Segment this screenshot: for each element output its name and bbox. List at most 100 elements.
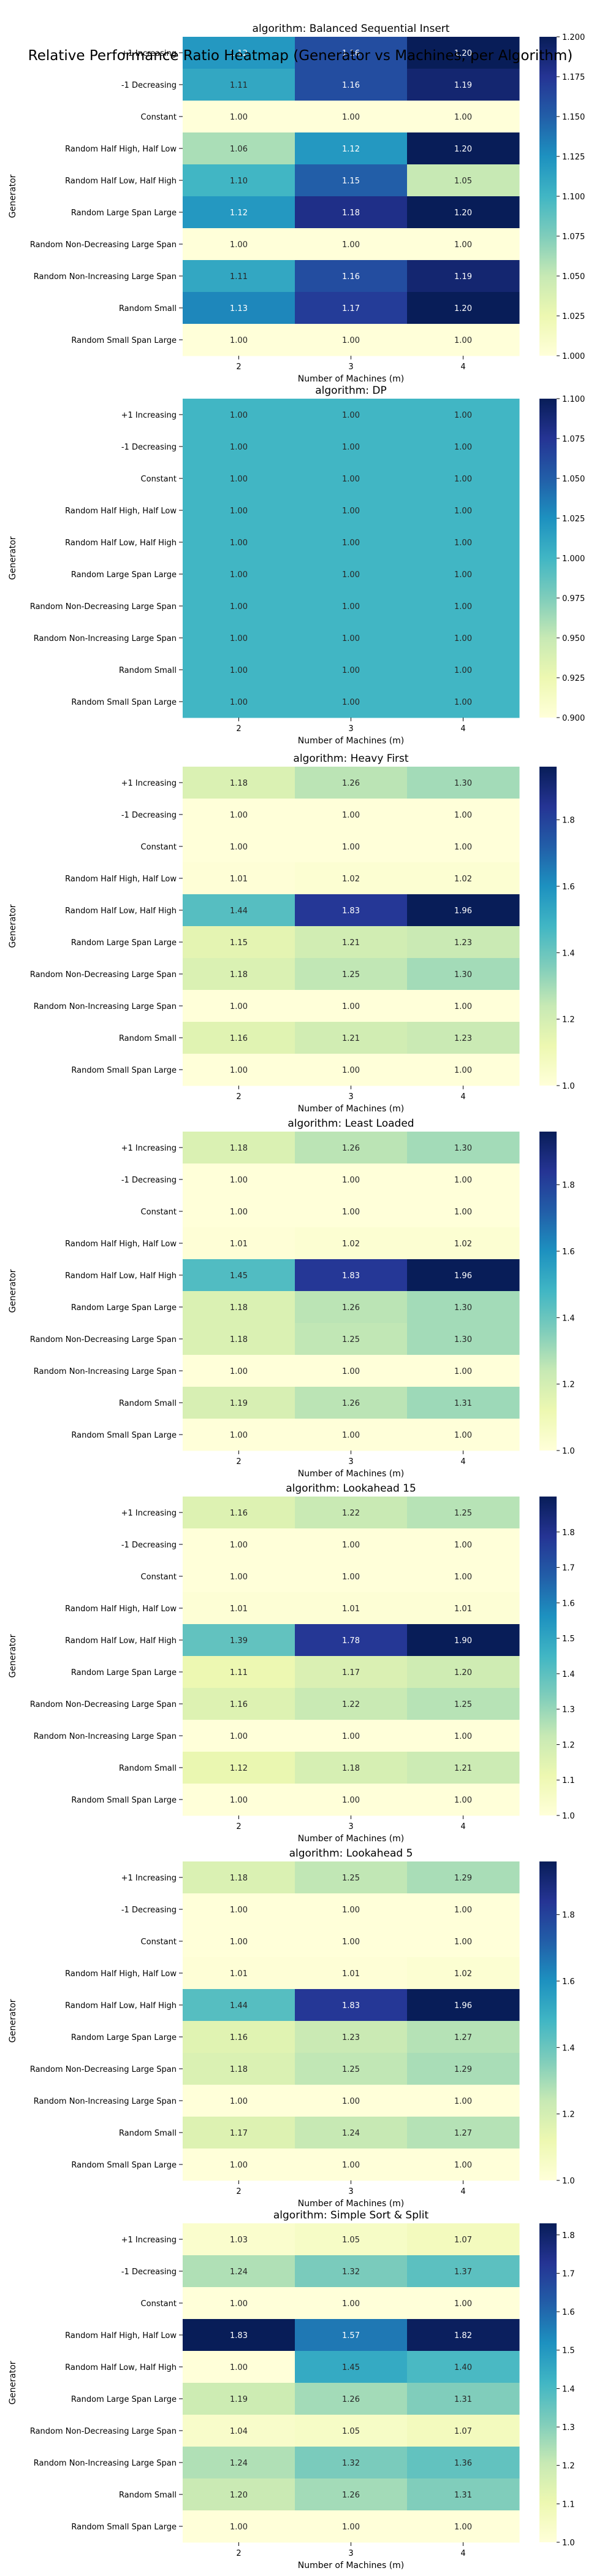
heatmap-cell [407,1355,520,1387]
cell-value-label: 1.00 [454,443,472,452]
heatmap-cell [407,926,520,959]
cell-value-label: 1.83 [342,2001,360,2011]
colorbar-tick-label: 1.2 [562,1741,575,1750]
heatmap-panel-1: algorithm: Balanced Sequential Insert 1.1… [8,23,585,384]
heatmap-cell [183,1925,295,1958]
y-tick-label: Random Small Span Large [71,1796,177,1805]
cell-value-label: 1.02 [454,1969,472,1979]
cell-value-label: 1.25 [342,1874,360,1883]
y-axis-label: Generator [8,536,18,580]
y-tick-label: Random Large Span Large [71,2033,177,2042]
heatmap-cell [407,2447,520,2479]
cell-value-label: 1.00 [454,1002,472,1011]
heatmap-cell [295,1259,408,1292]
heatmap-panel-5: algorithm: Lookahead 151.16 1.22 1.251.00 1… [8,1482,575,1844]
heatmap-cell [407,1560,520,1593]
y-tick-label: Random Small [119,2491,177,2500]
heatmap-cell [295,2255,408,2288]
heatmap-cell [183,830,295,863]
x-tick-label: 2 [236,1457,241,1466]
cell-value-label: 1.00 [454,1541,472,1550]
heatmap-cell [295,2319,408,2352]
cell-value-label: 1.00 [454,843,472,852]
heatmap-cell [295,1592,408,1625]
y-tick-label: Random Non-Increasing Large Span [34,1732,177,1741]
y-tick-label: Constant [141,843,177,852]
cell-value-label: 1.20 [454,145,472,154]
heatmap-cell [183,2351,295,2383]
cell-value-label: 1.00 [342,2097,360,2106]
y-tick-label: Random Small [119,1034,177,1043]
panel-title: algorithm: Simple Sort & Split [273,2209,429,2221]
cell-value-label: 1.20 [454,1668,472,1677]
y-tick-label: +1 Increasing [121,1509,177,1518]
y-tick-label: Constant [141,1208,177,1217]
cell-value-label: 1.20 [454,304,472,313]
colorbar-tick-label: 1.100 [562,193,585,202]
heatmap-cell [183,2149,295,2181]
heatmap-cell [183,399,295,431]
heatmap-cell [183,2053,295,2085]
y-tick-label: Random Non-Increasing Large Span [34,634,177,643]
y-tick-label: Random Half Low, Half High [65,2363,177,2372]
heatmap-cell [183,1861,295,1894]
y-tick-label: Random Half Low, Half High [65,539,177,548]
heatmap-cell [407,164,520,197]
colorbar-tick-label: 1.8 [562,2231,575,2241]
heatmap-cell [295,2053,408,2085]
heatmap-cell [295,2117,408,2149]
colorbar-tick-label: 1.8 [562,1181,575,1190]
y-tick-label: Random Half Low, Half High [65,177,177,186]
heatmap-cell [407,1592,520,1625]
cell-value-label: 1.06 [230,145,248,154]
y-axis-label: Generator [8,174,18,218]
cell-value-label: 1.39 [230,1636,248,1646]
cell-value-label: 1.00 [454,2523,472,2532]
heatmap-cell [183,196,295,229]
cell-value-label: 1.11 [230,81,248,90]
cell-value-label: 1.00 [342,811,360,820]
y-tick-label: Random Small [119,1399,177,1408]
heatmap-cell [407,654,520,686]
cell-value-label: 1.01 [342,1969,360,1979]
colorbar-tick-label: 1.5 [562,2347,575,2356]
heatmap-cell [295,1323,408,1355]
cell-value-label: 1.16 [342,81,360,90]
colorbar-tick-label: 1.8 [562,1528,575,1538]
cell-value-label: 1.29 [454,1874,472,1883]
heatmap-cell [183,1893,295,1926]
cell-value-label: 1.00 [230,570,248,580]
heatmap-cell [183,2383,295,2415]
heatmap-cell [407,292,520,324]
y-tick-label: Random Small Span Large [71,1431,177,1440]
colorbar-tick-label: 1.6 [562,1599,575,1608]
heatmap-panel-3: algorithm: Heavy First 1.18 1.26 1.30 1.00 1.… [8,753,575,1114]
y-tick-label: Random Non-Decreasing Large Span [30,240,177,250]
cell-value-label: 1.00 [454,2299,472,2309]
x-tick-label: 4 [460,1822,465,1831]
heatmap-cell [183,1989,295,2022]
y-tick-label: Constant [141,1938,177,1947]
cell-value-label: 1.01 [230,875,248,884]
x-tick-label: 4 [460,724,465,734]
heatmap-cell [295,926,408,959]
heatmap-cell [183,292,295,324]
cell-value-label: 1.83 [230,2331,248,2340]
heatmap-cell [295,2478,408,2511]
heatmap-cell [295,1560,408,1593]
heatmap-cell [183,654,295,686]
panel-title: algorithm: DP [315,385,387,397]
cell-value-label: 1.00 [230,1796,248,1805]
heatmap-cell [295,1893,408,1926]
cell-value-label: 1.00 [342,1176,360,1185]
x-axis-label: Number of Machines (m) [298,1469,405,1479]
panel-title: algorithm: Balanced Sequential Insert [253,23,450,35]
heatmap-cell [183,69,295,101]
cell-value-label: 1.11 [230,1668,248,1677]
heatmap-cell [183,2478,295,2511]
cell-value-label: 1.25 [342,1335,360,1344]
heatmap-cell [295,862,408,895]
y-tick-label: +1 Increasing [121,49,177,58]
x-axis-label: Number of Machines (m) [298,1104,405,1114]
heatmap-cell [183,958,295,991]
